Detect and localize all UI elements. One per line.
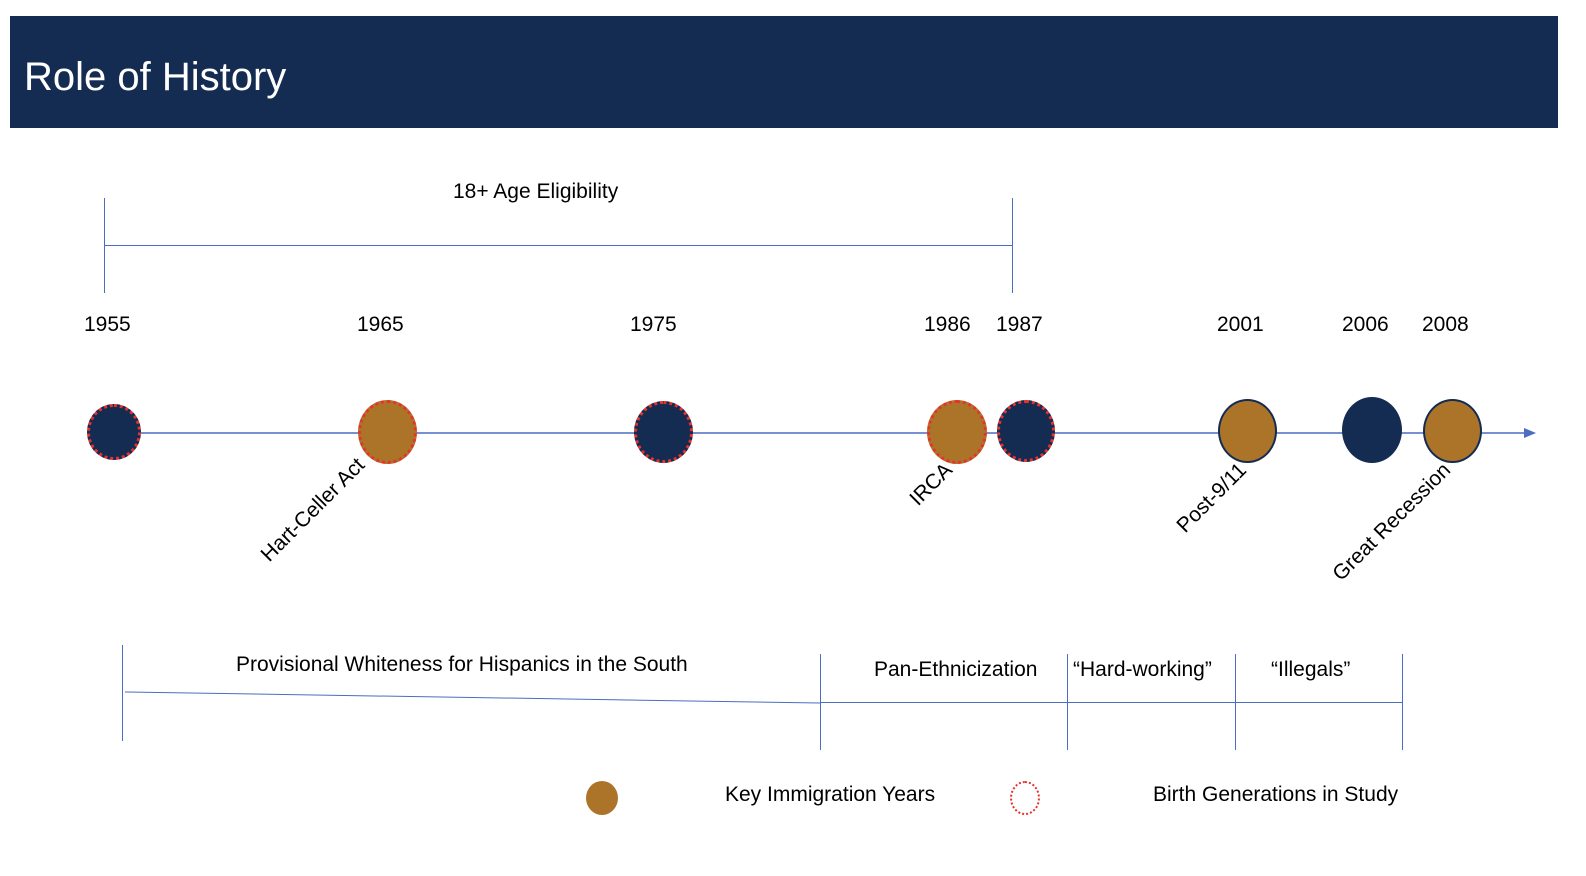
year-1987: 1987 xyxy=(996,313,1043,336)
dot-1987 xyxy=(997,400,1055,462)
dot-1975 xyxy=(634,401,693,463)
era-provisional-whiteness: Provisional Whiteness for Hispanics in t… xyxy=(236,653,688,676)
dot-1986 xyxy=(927,400,987,464)
page-title: Role of History xyxy=(24,55,287,99)
year-1975: 1975 xyxy=(630,313,677,336)
legend-birth-generations-swatch xyxy=(1010,781,1040,815)
provisional-whiteness-line xyxy=(124,691,821,704)
legend-key-years-label: Key Immigration Years xyxy=(725,783,936,806)
year-2001: 2001 xyxy=(1217,313,1264,336)
year-1955: 1955 xyxy=(84,313,131,336)
eligibility-label: 18+ Age Eligibility xyxy=(453,180,619,203)
era-divider-start xyxy=(122,645,123,741)
era-divider-end xyxy=(1402,654,1403,750)
header-bar: Role of History xyxy=(10,16,1558,128)
era-span-line xyxy=(820,702,1402,703)
year-1986: 1986 xyxy=(924,313,971,336)
eligibility-span-line xyxy=(104,245,1012,246)
dot-2008 xyxy=(1423,399,1482,463)
dot-2006 xyxy=(1342,397,1402,463)
year-1965: 1965 xyxy=(357,313,404,336)
legend-birth-generations-label: Birth Generations in Study xyxy=(1153,783,1399,806)
year-2008: 2008 xyxy=(1422,313,1469,336)
dot-2001 xyxy=(1218,399,1277,463)
year-2006: 2006 xyxy=(1342,313,1389,336)
era-illegals: “Illegals” xyxy=(1271,658,1351,681)
dot-1955 xyxy=(87,404,141,460)
era-pan-ethnicization: Pan-Ethnicization xyxy=(874,658,1038,681)
eligibility-right-tick xyxy=(1012,198,1013,293)
era-hard-working: “Hard-working” xyxy=(1073,658,1212,681)
dot-1965 xyxy=(358,400,417,464)
timeline-arrowhead xyxy=(1524,428,1536,438)
legend-key-years-swatch xyxy=(586,781,618,815)
